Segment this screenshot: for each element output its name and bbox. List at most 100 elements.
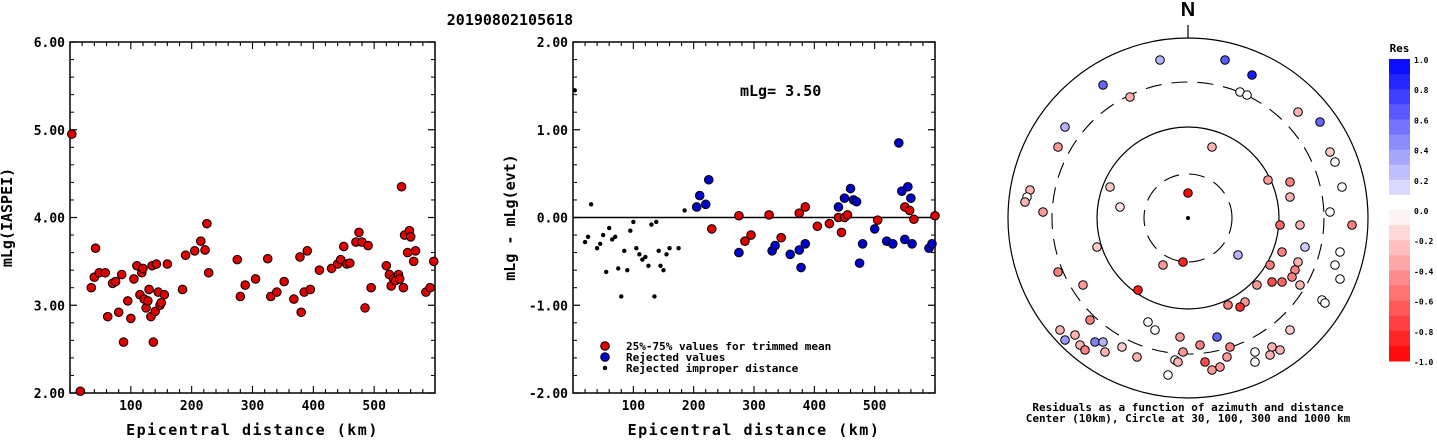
residual-point: [1335, 247, 1345, 257]
legend-marker: [600, 352, 610, 362]
residual-point: [1150, 325, 1160, 335]
rejected-distance-point: [625, 267, 630, 273]
figure-title: 20190802105618: [447, 11, 573, 29]
x-axis-label: Epicentral distance (km): [126, 421, 379, 439]
data-point: [839, 193, 850, 203]
legend-marker: [600, 341, 610, 351]
data-point: [232, 254, 243, 265]
x-tick-label: 400: [803, 399, 827, 414]
residual-point: [1293, 257, 1303, 267]
residual-point: [1085, 315, 1095, 325]
y-tick-label: 5.00: [34, 124, 65, 139]
x-tick-label: 300: [742, 399, 766, 414]
data-point: [887, 239, 898, 249]
colorbar-tick-label: -1.0: [1414, 358, 1433, 367]
residual-point: [1207, 142, 1217, 152]
data-point: [314, 265, 325, 275]
data-point: [250, 274, 261, 284]
data-point: [854, 258, 865, 268]
data-point: [408, 256, 419, 267]
rejected-distance-point: [634, 246, 639, 251]
residual-point: [1287, 272, 1297, 282]
residual-point: [1195, 340, 1205, 350]
residual-point: [1060, 335, 1070, 345]
data-point: [338, 241, 349, 252]
data-point: [150, 306, 160, 317]
data-point: [102, 311, 113, 322]
colorbar-tick-label: 0.4: [1414, 147, 1429, 156]
data-point: [363, 240, 373, 251]
data-point: [396, 181, 407, 192]
data-point: [428, 256, 439, 267]
data-point: [836, 227, 847, 238]
data-point: [842, 210, 853, 220]
data-point: [354, 227, 364, 238]
colorbar-segment: [1389, 59, 1410, 75]
rejected-distance-point: [637, 252, 642, 257]
residual-point: [1060, 122, 1070, 132]
data-point: [202, 218, 212, 229]
colorbar-segment: [1389, 240, 1410, 256]
rejected-distance-point: [667, 246, 672, 251]
residual-scatter-panel: -2.00 -1.00 0.00 1.00 2.00 100 200 300 400 500 Epi…: [501, 36, 940, 439]
colorbar-segment: [1389, 134, 1410, 151]
residual-point: [1252, 280, 1262, 290]
x-tick-label: 200: [180, 399, 204, 414]
residual-point: [1250, 347, 1260, 357]
data-point: [189, 246, 200, 256]
data-point: [235, 291, 246, 302]
x-axis-label: Epicentral distance (km): [628, 421, 881, 439]
data-point: [116, 269, 127, 280]
data-point: [289, 294, 299, 304]
data-point: [366, 282, 376, 293]
rejected-distance-point: [676, 246, 681, 251]
residual-point: [1293, 107, 1303, 117]
data-point: [909, 214, 919, 225]
data-point: [126, 313, 136, 324]
data-point: [706, 224, 717, 234]
x-tick-label: 300: [241, 399, 265, 414]
y-tick-label: 2.00: [537, 36, 568, 51]
data-point: [296, 307, 306, 318]
colorbar-tick-label: 0.8: [1414, 86, 1429, 95]
y-tick-label: 1.00: [537, 124, 568, 139]
rejected-distance-point: [664, 252, 669, 257]
data-point: [869, 224, 880, 234]
data-point: [904, 205, 915, 216]
data-point: [410, 246, 421, 256]
polar-residual-panel: N Residuals as a function of azimuth and …: [1007, 0, 1369, 425]
residual-point: [1070, 330, 1080, 340]
rejected-distance-point: [658, 263, 663, 268]
residual-point: [1175, 332, 1185, 342]
residual-point: [1098, 337, 1108, 347]
data-point: [776, 232, 786, 243]
residual-point: [1115, 202, 1125, 212]
rejected-distance-point: [682, 208, 687, 213]
data-point: [796, 262, 806, 273]
residual-point: [1325, 207, 1335, 217]
colorbar-segment: [1389, 270, 1410, 286]
residual-point: [1132, 352, 1142, 362]
x-tick-label: 200: [682, 399, 706, 414]
data-point: [405, 232, 416, 242]
data-point: [203, 267, 214, 278]
rejected-distance-point: [631, 219, 636, 225]
y-tick-label: 6.00: [34, 36, 65, 51]
north-label: N: [1181, 0, 1195, 21]
residual-point: [1173, 357, 1183, 367]
residual-point: [1247, 70, 1257, 80]
residual-point: [1277, 277, 1287, 287]
data-point: [345, 258, 355, 268]
data-point: [794, 245, 805, 255]
data-point: [262, 253, 273, 264]
colorbar-segment: [1389, 345, 1410, 362]
residual-point: [1265, 260, 1275, 270]
residual-point: [1330, 157, 1340, 167]
data-point: [394, 274, 405, 284]
rejected-distance-point: [613, 234, 618, 240]
data-point: [151, 259, 162, 269]
data-point: [302, 246, 313, 256]
legend-label: 25%-75% values for trimmed mean: [626, 340, 831, 353]
residual-point: [1285, 192, 1295, 202]
